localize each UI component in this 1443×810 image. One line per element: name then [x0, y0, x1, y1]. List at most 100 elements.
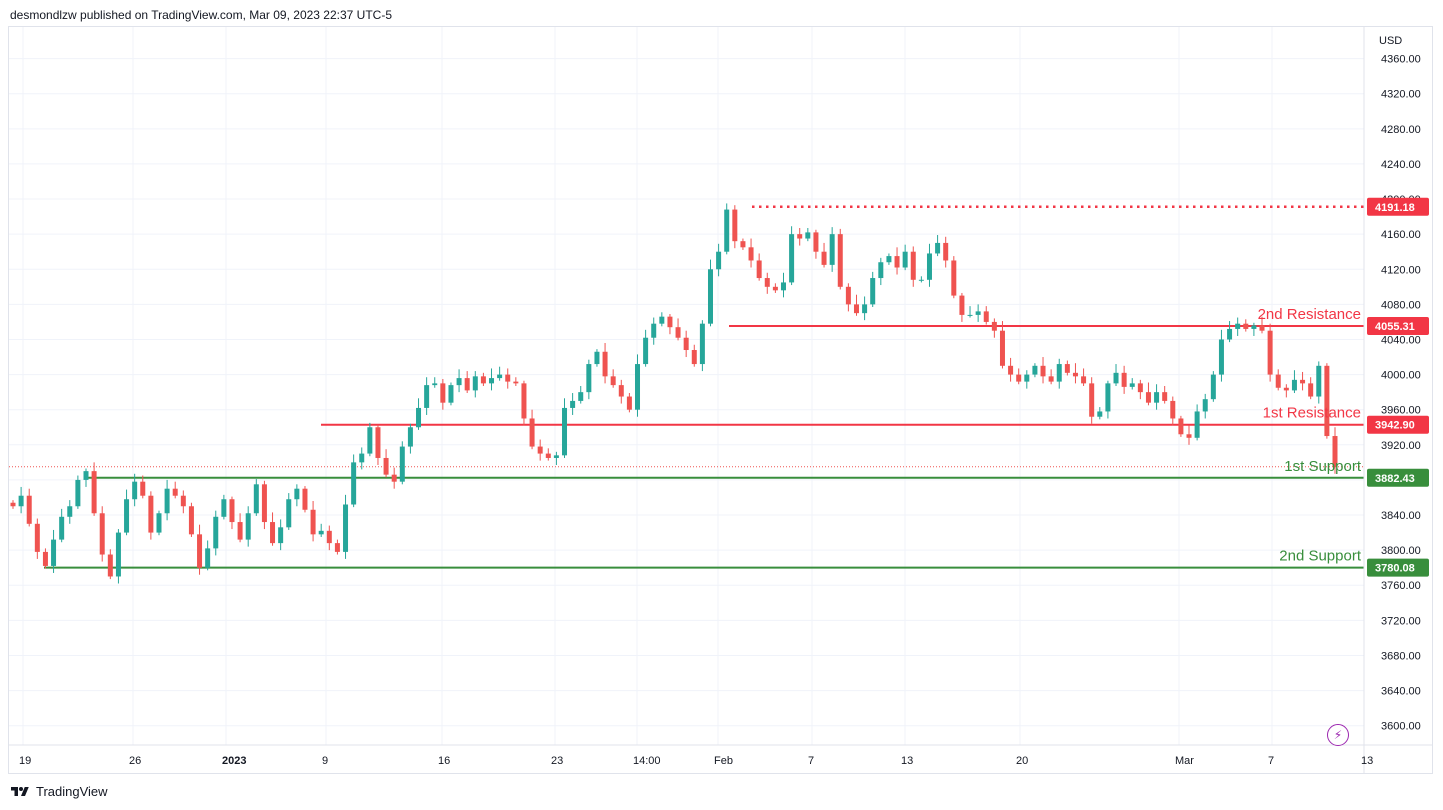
- time-tick-label: 16: [438, 755, 450, 767]
- candle-body: [999, 330, 1005, 366]
- level-name-label: 2nd Resistance: [1258, 306, 1361, 323]
- candle-body: [1324, 365, 1330, 437]
- candle-body: [1267, 330, 1273, 375]
- candle-body: [562, 407, 568, 456]
- candle-body: [91, 471, 97, 514]
- candle-body: [983, 311, 989, 322]
- candle-body: [229, 499, 235, 523]
- candle-body: [480, 376, 486, 384]
- candle-body: [926, 253, 932, 280]
- candlestick-chart[interactable]: 2nd Resistance 1st Resistance 1st Support 2…: [9, 27, 1432, 773]
- candle-body: [172, 488, 178, 496]
- candle-body: [416, 407, 422, 428]
- price-tick-label: 3960.00: [1381, 405, 1421, 417]
- candle-body: [334, 543, 340, 552]
- price-tick-label: 3680.00: [1381, 650, 1421, 662]
- candle-body: [821, 251, 827, 265]
- level-name-label: 1st Support: [1284, 458, 1362, 475]
- candle-body: [1316, 365, 1322, 397]
- candle-body: [424, 385, 430, 408]
- candle-body: [1186, 434, 1192, 438]
- price-tick-label: 3640.00: [1381, 686, 1421, 698]
- candle-body: [1048, 376, 1054, 382]
- candle-body: [748, 247, 754, 261]
- candle-body: [205, 548, 211, 568]
- candle-body: [448, 385, 454, 403]
- time-tick-label: 9: [322, 755, 328, 767]
- candle-body: [318, 530, 324, 535]
- candle-body: [383, 457, 389, 475]
- candle-body: [780, 282, 786, 291]
- candle-body: [967, 314, 973, 316]
- price-level-badge: [1367, 415, 1429, 434]
- time-axis[interactable]: 19 26 2023 9 16 23 14:00 Feb 7 13 20 Mar 7 13: [9, 744, 1432, 767]
- candle-body: [1202, 399, 1208, 412]
- candle-body: [432, 383, 438, 386]
- candle-body: [1064, 364, 1070, 373]
- candle-body: [870, 278, 876, 305]
- candle-body: [805, 232, 811, 239]
- price-tick-label: 3760.00: [1381, 580, 1421, 592]
- candle-body: [1251, 325, 1257, 329]
- candle-body: [115, 532, 121, 577]
- candle-body: [813, 232, 819, 252]
- candle-body: [1040, 365, 1046, 377]
- candle-body: [213, 516, 219, 549]
- candle-body: [626, 396, 632, 410]
- candle-body: [286, 499, 292, 528]
- candle-body: [894, 256, 900, 268]
- candle-body: [1105, 383, 1111, 412]
- candle-body: [51, 539, 57, 566]
- candle-body: [513, 381, 519, 384]
- candle-body: [34, 523, 40, 552]
- candle-body: [1162, 392, 1168, 401]
- candle-body: [99, 513, 105, 555]
- candle-body: [643, 337, 649, 365]
- candle-body: [1032, 365, 1038, 375]
- price-tick-label: 4120.00: [1381, 264, 1421, 276]
- candle-body: [975, 311, 981, 315]
- candle-body: [497, 374, 503, 379]
- candle-body: [407, 427, 413, 447]
- candle-body: [18, 495, 24, 507]
- candle-body: [440, 383, 446, 403]
- chart-frame[interactable]: 2nd Resistance 1st Resistance 1st Support 2…: [8, 26, 1433, 774]
- candle-body: [1081, 376, 1087, 384]
- time-tick-label: 7: [808, 755, 814, 767]
- candle-body: [1113, 372, 1119, 384]
- candle-body: [1332, 436, 1338, 467]
- candle-body: [1300, 379, 1306, 384]
- candle-body: [148, 495, 154, 533]
- price-tick-label: 3920.00: [1381, 440, 1421, 452]
- candle-body: [537, 446, 543, 454]
- price-level-label: 3780.08: [1375, 563, 1415, 575]
- candle-body: [578, 392, 584, 401]
- level-names: 2nd Resistance 1st Resistance 1st Support 2…: [1258, 306, 1362, 565]
- brand-name: TradingView: [36, 784, 108, 799]
- level-name-label: 1st Resistance: [1263, 405, 1361, 422]
- candle-body: [1178, 418, 1184, 435]
- candle-body: [253, 484, 259, 514]
- time-tick-label: 23: [551, 755, 563, 767]
- candle-body: [943, 242, 949, 261]
- candle-body: [935, 242, 941, 254]
- candle-body: [294, 488, 300, 500]
- candle-body: [67, 506, 73, 517]
- level-name-label: 2nd Support: [1279, 548, 1362, 565]
- candle-body: [107, 554, 113, 577]
- candle-body: [343, 504, 349, 552]
- price-level-badge: [1367, 197, 1429, 216]
- price-tick-label: 3840.00: [1381, 510, 1421, 522]
- candle-body: [553, 455, 559, 458]
- candle-body: [699, 323, 705, 365]
- candle-body: [399, 446, 405, 482]
- candle-body: [1283, 387, 1289, 391]
- candle-body: [910, 251, 916, 280]
- candle-body: [586, 364, 592, 393]
- price-axis[interactable]: USD4360.004320.004280.004240.004200.0041…: [1363, 27, 1429, 773]
- flash-icon[interactable]: ⚡: [1327, 724, 1349, 746]
- candle-body: [918, 279, 924, 281]
- price-tick-label: 4280.00: [1381, 124, 1421, 136]
- candle-body: [529, 418, 535, 447]
- candle-body: [545, 453, 551, 458]
